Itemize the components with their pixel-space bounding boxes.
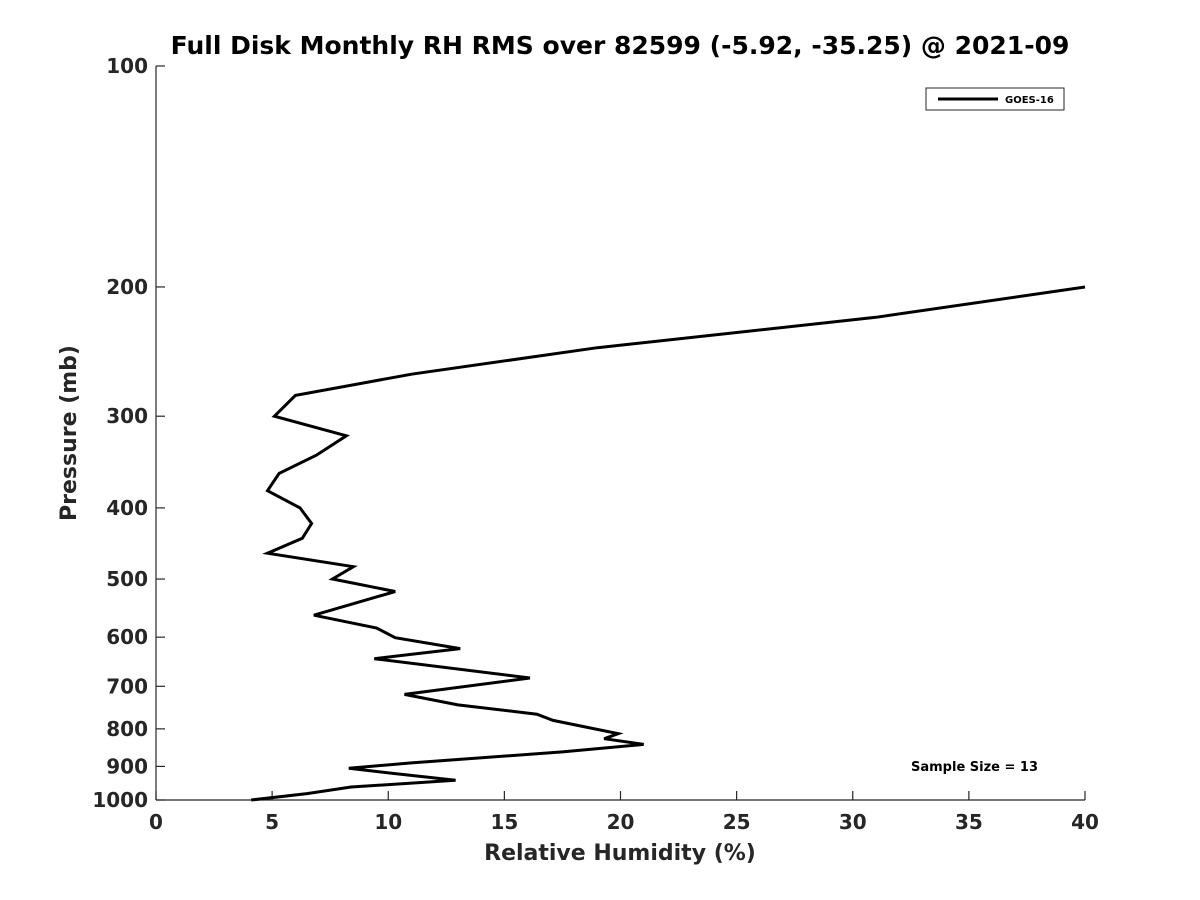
x-tick-label: 35 xyxy=(955,810,983,834)
y-tick-label: 100 xyxy=(106,54,148,78)
x-tick-label: 30 xyxy=(839,810,867,834)
x-tick-label: 20 xyxy=(607,810,635,834)
y-tick-label: 400 xyxy=(106,496,148,520)
y-tick-label: 200 xyxy=(106,275,148,299)
x-tick-label: 5 xyxy=(265,810,279,834)
y-tick-label: 500 xyxy=(106,567,148,591)
y-axis-ticks: 100 200 300 400 500 600 700 800 900 1000 xyxy=(92,54,165,812)
x-axis-ticks: 0 5 10 15 20 25 30 35 40 xyxy=(149,791,1099,834)
y-tick-label: 1000 xyxy=(92,788,148,812)
chart-title: Full Disk Monthly RH RMS over 82599 (-5.… xyxy=(171,31,1070,60)
x-tick-label: 40 xyxy=(1071,810,1099,834)
y-axis-label: Pressure (mb) xyxy=(57,345,82,521)
y-tick-label: 800 xyxy=(106,717,148,741)
sample-size-annotation: Sample Size = 13 xyxy=(911,760,1038,775)
y-tick-label: 300 xyxy=(106,404,148,428)
legend: GOES-16 xyxy=(925,87,1065,111)
y-tick-label: 900 xyxy=(106,754,148,778)
x-axis-label: Relative Humidity (%) xyxy=(484,841,756,866)
x-tick-label: 0 xyxy=(149,810,163,834)
x-tick-label: 10 xyxy=(374,810,402,834)
y-tick-label: 600 xyxy=(106,625,148,649)
series-layer xyxy=(251,285,1086,802)
legend-label-goes16: GOES-16 xyxy=(1005,95,1054,106)
y-tick-label: 700 xyxy=(106,674,148,698)
x-tick-label: 25 xyxy=(723,810,751,834)
series-line-goes16 xyxy=(251,285,1086,802)
x-tick-label: 15 xyxy=(490,810,518,834)
